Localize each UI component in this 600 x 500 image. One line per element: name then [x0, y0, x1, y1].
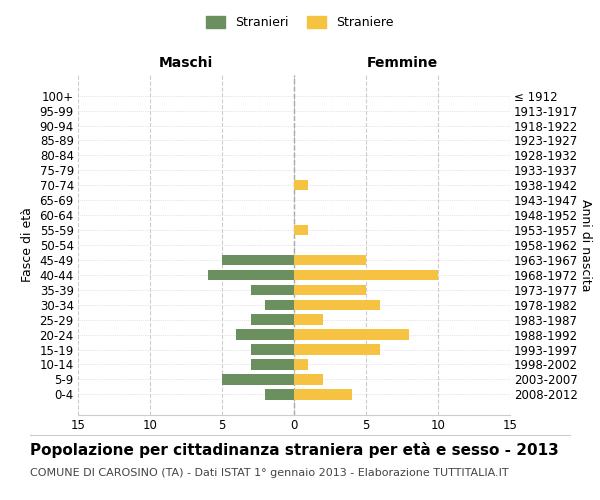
Text: Femmine: Femmine: [367, 56, 437, 70]
Bar: [251, 359, 294, 370]
Legend: Stranieri, Straniere: Stranieri, Straniere: [202, 11, 398, 34]
Bar: [294, 374, 323, 384]
Bar: [251, 314, 294, 325]
Bar: [294, 359, 308, 370]
Bar: [294, 180, 308, 190]
Bar: [294, 330, 409, 340]
Bar: [251, 284, 294, 295]
Bar: [208, 270, 294, 280]
Text: COMUNE DI CAROSINO (TA) - Dati ISTAT 1° gennaio 2013 - Elaborazione TUTTITALIA.I: COMUNE DI CAROSINO (TA) - Dati ISTAT 1° …: [30, 468, 509, 477]
Bar: [265, 300, 294, 310]
Bar: [294, 389, 352, 400]
Y-axis label: Fasce di età: Fasce di età: [21, 208, 34, 282]
Bar: [251, 344, 294, 354]
Bar: [294, 284, 366, 295]
Text: Maschi: Maschi: [159, 56, 213, 70]
Y-axis label: Anni di nascita: Anni di nascita: [580, 198, 592, 291]
Bar: [294, 344, 380, 354]
Bar: [236, 330, 294, 340]
Bar: [222, 374, 294, 384]
Bar: [294, 225, 308, 235]
Bar: [294, 314, 323, 325]
Bar: [294, 254, 366, 265]
Bar: [294, 300, 380, 310]
Bar: [294, 270, 438, 280]
Bar: [222, 254, 294, 265]
Text: Popolazione per cittadinanza straniera per età e sesso - 2013: Popolazione per cittadinanza straniera p…: [30, 442, 559, 458]
Bar: [265, 389, 294, 400]
